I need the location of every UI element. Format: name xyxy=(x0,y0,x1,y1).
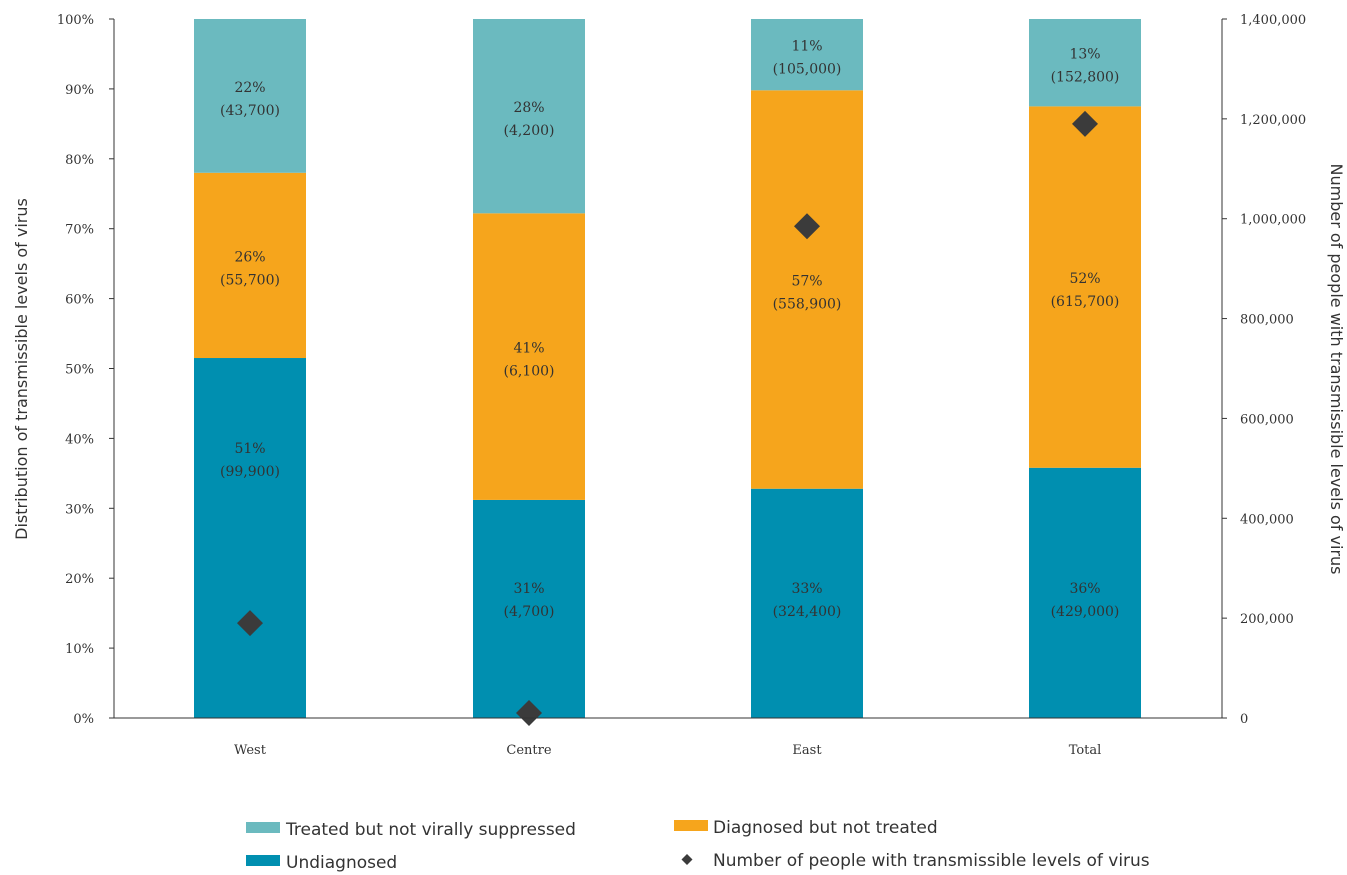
segment-count-label: (324,400) xyxy=(773,604,842,620)
segment-count-label: (43,700) xyxy=(220,103,280,119)
segment-percent-label: 51% xyxy=(234,441,265,457)
y-tick-right-label: 1,400,000 xyxy=(1240,13,1306,28)
bar-segment-treated xyxy=(194,19,306,173)
legend-diamond-marker xyxy=(681,854,693,865)
legend-swatch-diagnosed xyxy=(674,820,708,831)
segment-percent-label: 31% xyxy=(513,581,544,597)
segment-count-label: (4,200) xyxy=(503,123,554,139)
y-axis-right-ticks: 0 200,000 400,000 600,000 800,000 1,000,000 1,… xyxy=(1222,13,1306,727)
legend-swatch-undiagnosed xyxy=(246,855,280,866)
segment-percent-label: 22% xyxy=(234,80,265,96)
y-tick-right-label: 600,000 xyxy=(1240,412,1294,427)
bar-segment-undiagnosed xyxy=(751,488,863,718)
legend-label-transmissible: Number of people with transmissible leve… xyxy=(713,851,1150,871)
segment-percent-label: 11% xyxy=(791,39,822,55)
y-tick-left-label: 30% xyxy=(65,502,94,517)
segment-count-label: (55,700) xyxy=(220,272,280,288)
bar-segment-treated xyxy=(473,19,585,214)
segment-count-label: (615,700) xyxy=(1051,294,1120,310)
y-tick-right-label: 400,000 xyxy=(1240,512,1294,527)
y-tick-left-label: 100% xyxy=(57,13,94,28)
y-tick-left-label: 80% xyxy=(65,153,94,168)
legend-label-undiagnosed: Undiagnosed xyxy=(286,853,397,873)
bar-segment-diagnosed xyxy=(751,90,863,489)
y-tick-left-label: 40% xyxy=(65,432,94,447)
segment-percent-label: 26% xyxy=(234,249,265,265)
segment-percent-label: 28% xyxy=(513,100,544,116)
legend-label-diagnosed: Diagnosed but not treated xyxy=(713,818,938,838)
bars xyxy=(194,19,1141,718)
y-tick-left-label: 60% xyxy=(65,293,94,308)
y-tick-right-label: 0 xyxy=(1240,712,1248,727)
y-tick-right-label: 800,000 xyxy=(1240,313,1294,328)
segment-count-label: (105,000) xyxy=(773,62,842,78)
x-category-label: Centre xyxy=(506,743,551,758)
bar-segment-undiagnosed xyxy=(1029,467,1141,718)
y-tick-left-label: 0% xyxy=(73,712,94,727)
segment-percent-label: 36% xyxy=(1069,581,1100,597)
segment-labels: 51% (99,900) 26% (55,700) 22% (43,700) 31% (4,7… xyxy=(220,39,1119,620)
axes xyxy=(113,19,1223,719)
x-axis-category-labels: West Centre East Total xyxy=(234,743,1101,758)
y-axis-right-title: Number of people with transmissible leve… xyxy=(1327,164,1346,575)
legend-label-treated: Treated but not virally suppressed xyxy=(285,820,576,840)
segment-count-label: (6,100) xyxy=(503,364,554,380)
y-tick-left-label: 90% xyxy=(65,83,94,98)
diamond-markers xyxy=(237,110,1098,727)
y-tick-right-label: 1,000,000 xyxy=(1240,213,1306,228)
bar-segment-undiagnosed xyxy=(194,358,306,718)
y-tick-right-label: 200,000 xyxy=(1240,612,1294,627)
segment-count-label: (152,800) xyxy=(1051,70,1120,86)
segment-count-label: (99,900) xyxy=(220,464,280,480)
segment-count-label: (4,700) xyxy=(503,604,554,620)
legend: Treated but not virally suppressed Diagn… xyxy=(246,818,1150,873)
bar-segment-diagnosed xyxy=(194,172,306,359)
y-tick-right-label: 1,200,000 xyxy=(1240,113,1306,128)
y-tick-left-label: 20% xyxy=(65,572,94,587)
data-point-diamond xyxy=(794,213,820,240)
y-axis-left-ticks: 0% 10% 20% 30% 40% 50% 60% 70% 80% 90% 100% xyxy=(57,13,114,727)
segment-percent-label: 13% xyxy=(1069,47,1100,63)
y-axis-left-title: Distribution of transmissible levels of … xyxy=(12,198,31,540)
segment-percent-label: 41% xyxy=(513,341,544,357)
x-category-label: East xyxy=(792,743,822,758)
segment-count-label: (558,900) xyxy=(773,297,842,313)
bar-segment-undiagnosed xyxy=(473,499,585,718)
data-point-diamond xyxy=(237,610,263,637)
segment-count-label: (429,000) xyxy=(1051,604,1120,620)
data-point-diamond xyxy=(516,700,542,727)
bar-segment-diagnosed xyxy=(473,213,585,500)
y-tick-left-label: 70% xyxy=(65,223,94,238)
segment-percent-label: 33% xyxy=(791,581,822,597)
bar-segment-treated xyxy=(751,19,863,91)
x-category-label: Total xyxy=(1069,743,1102,758)
x-category-label: West xyxy=(234,743,267,758)
segment-percent-label: 52% xyxy=(1069,271,1100,287)
bar-segment-treated xyxy=(1029,19,1141,107)
bar-segment-diagnosed xyxy=(1029,106,1141,468)
y-tick-left-label: 50% xyxy=(65,363,94,378)
data-point-diamond xyxy=(1072,110,1098,137)
segment-percent-label: 57% xyxy=(791,274,822,290)
legend-swatch-treated xyxy=(246,822,280,833)
y-tick-left-label: 10% xyxy=(65,642,94,657)
